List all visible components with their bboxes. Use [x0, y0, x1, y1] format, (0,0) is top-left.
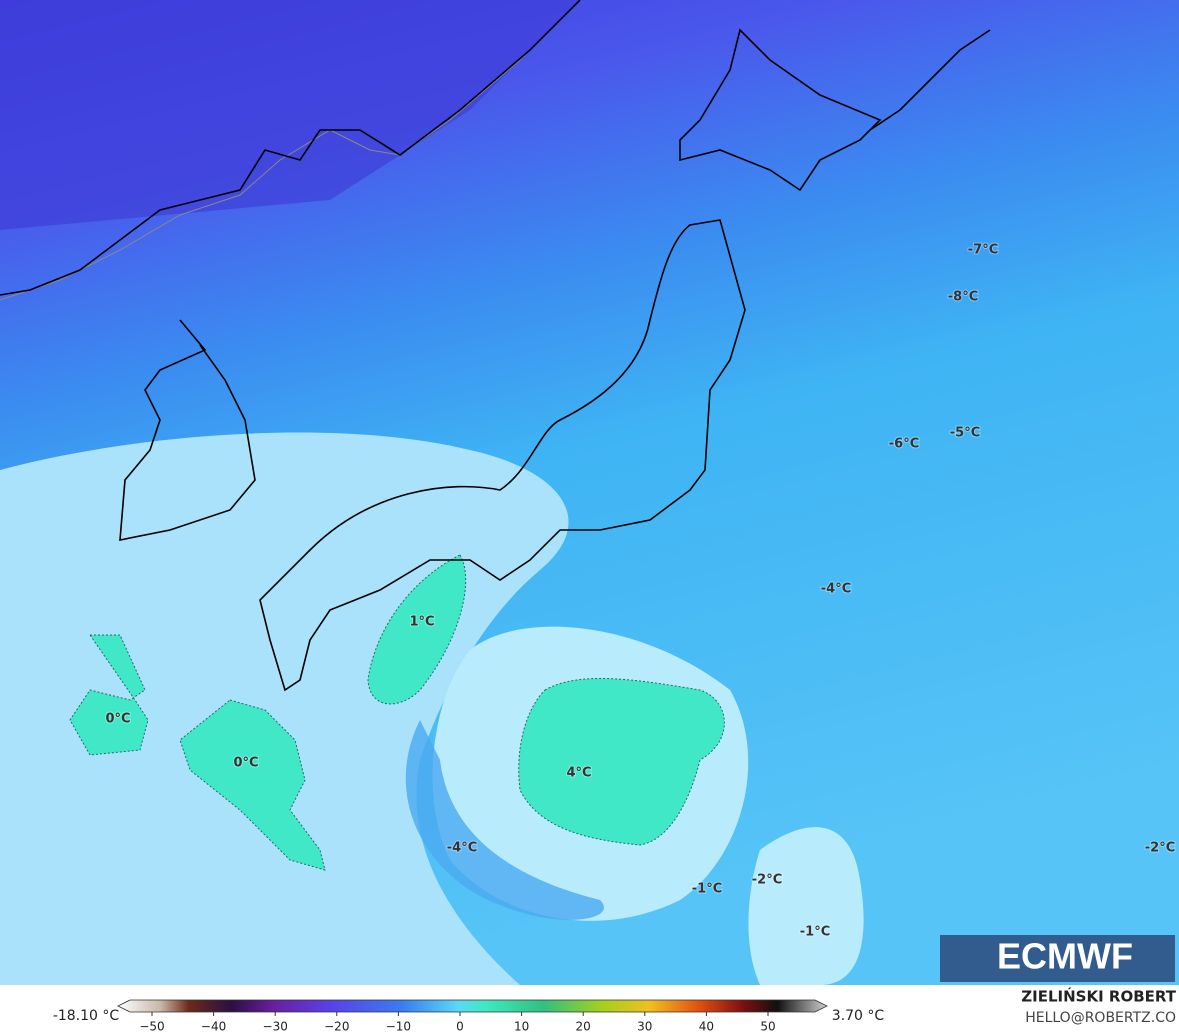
colorbar-tick-label: 30 [637, 1020, 652, 1034]
mild-zone [748, 827, 864, 985]
logo-box [940, 935, 1175, 982]
warm-zone [518, 678, 725, 846]
max-label: 3.70 °C [832, 1008, 885, 1024]
contour-label: 0°C [105, 712, 130, 727]
contour-label: 1°C [409, 615, 434, 630]
logo: ECMWF [997, 936, 1133, 977]
coastline [0, 0, 581, 296]
warm-zone [69, 634, 149, 756]
contour-label: 4°C [566, 766, 591, 781]
colorbar-tick-label: −40 [201, 1020, 226, 1034]
contour-label: -1°C [800, 925, 830, 940]
colorbar-tick-label: −30 [263, 1020, 288, 1034]
colorbar [117, 999, 828, 1013]
cold-zone [0, 0, 580, 230]
colorbar-tick-label: −50 [139, 1020, 164, 1034]
contour-label: -8°C [948, 290, 978, 305]
warm-zone [367, 554, 467, 705]
colorbar-tick-label: 0 [456, 1020, 464, 1034]
coastline [679, 28, 882, 192]
colorbar-tick-label: −10 [386, 1020, 411, 1034]
border-line [0, 0, 581, 301]
contour-label: -5°C [950, 426, 980, 441]
map: ECMWF [0, 0, 1179, 986]
credit-author: ZIELIŃSKI ROBERT [1021, 987, 1176, 1006]
contour-label: -4°C [447, 841, 477, 856]
credit-site: HELLO@ROBERTZ.CO [1025, 1010, 1176, 1026]
colorbar-tick-label: 40 [699, 1020, 714, 1034]
mild-zone [0, 432, 569, 986]
warm-zone [179, 699, 326, 871]
contour-label: -2°C [752, 873, 782, 888]
coastline [869, 29, 991, 131]
colorbar-tick-label: 50 [760, 1020, 775, 1034]
colorbar-tick-label: 10 [514, 1020, 529, 1034]
contour-label: -1°C [692, 882, 722, 897]
colorbar-tick-label: 20 [576, 1020, 591, 1034]
contour-label: -7°C [968, 243, 998, 258]
contour-label: 0°C [233, 756, 258, 771]
contour-label: -6°C [889, 437, 919, 452]
coastline [119, 319, 256, 541]
contour-label: -2°C [1145, 841, 1175, 856]
colorbar-tick-label: −20 [324, 1020, 349, 1034]
coastline [259, 219, 746, 692]
cool-zone [405, 720, 604, 920]
min-label: -18.10 °C [53, 1008, 120, 1024]
contour-label: -4°C [821, 582, 851, 597]
